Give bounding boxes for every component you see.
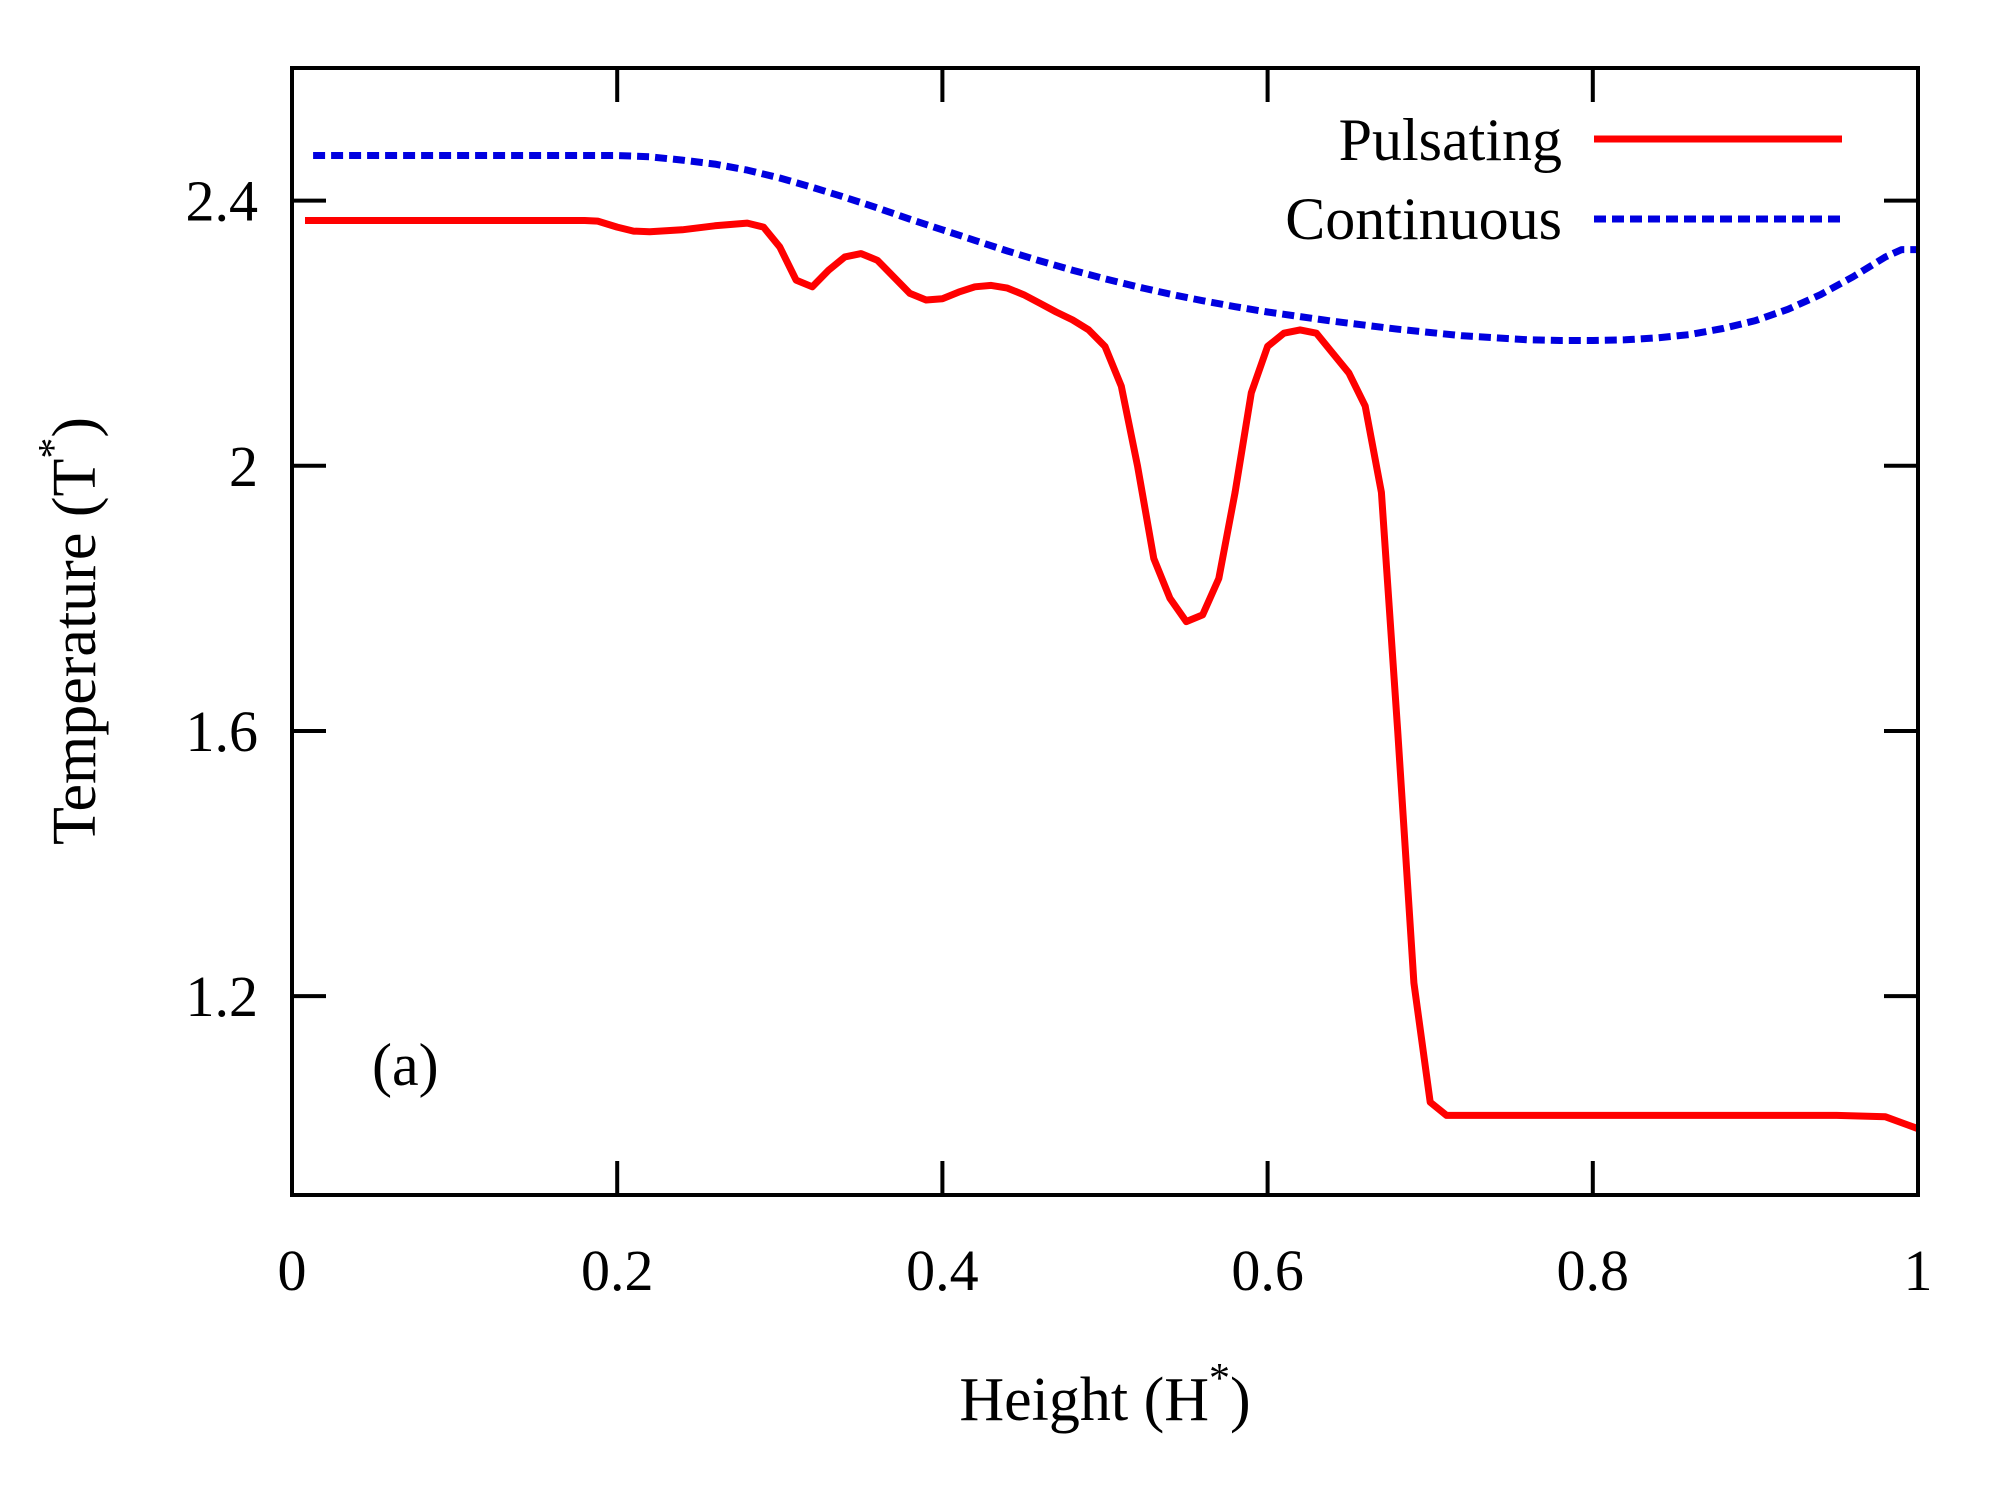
series-line-continuous xyxy=(313,152,1918,344)
series-line-pulsating xyxy=(305,217,1920,1132)
y-tick-label: 1.6 xyxy=(186,699,259,764)
plot-frame xyxy=(290,66,1920,1197)
x-tick-label: 0.8 xyxy=(1557,1238,1630,1303)
y-tick-label: 2.4 xyxy=(186,169,259,234)
labels-layer: 0 0.2 0.4 0.6 0.8 1 1.2 1.6 2 2.4 xyxy=(186,169,1933,1303)
series-layer xyxy=(305,152,1920,1132)
x-tick-label: 0.2 xyxy=(581,1238,654,1303)
x-axis-title: Height (H*) xyxy=(959,1356,1250,1434)
x-axis-title-text: Height (H xyxy=(959,1366,1209,1434)
legend: Pulsating Continuous xyxy=(1285,107,1842,252)
legend-label-pulsating: Pulsating xyxy=(1339,107,1562,173)
x-tick-label: 0.4 xyxy=(906,1238,979,1303)
y-axis-title-text: Temperature (T xyxy=(41,459,109,845)
panel-label: (a) xyxy=(372,1032,439,1098)
x-axis-title-end: ) xyxy=(1230,1366,1251,1434)
x-tick-label: 0 xyxy=(278,1238,307,1303)
y-axis-title-sup: * xyxy=(31,438,77,459)
legend-label-continuous: Continuous xyxy=(1285,186,1562,252)
ticks-layer xyxy=(290,68,1920,1195)
x-tick-label: 0.6 xyxy=(1231,1238,1304,1303)
x-tick-label: 1 xyxy=(1904,1238,1933,1303)
y-tick-label: 2 xyxy=(229,434,258,499)
y-axis-title-end: ) xyxy=(41,417,109,438)
x-axis-title-sup: * xyxy=(1209,1356,1230,1402)
y-tick-label: 1.2 xyxy=(186,964,259,1029)
y-axis-title: Temperature (T*) xyxy=(31,417,109,845)
